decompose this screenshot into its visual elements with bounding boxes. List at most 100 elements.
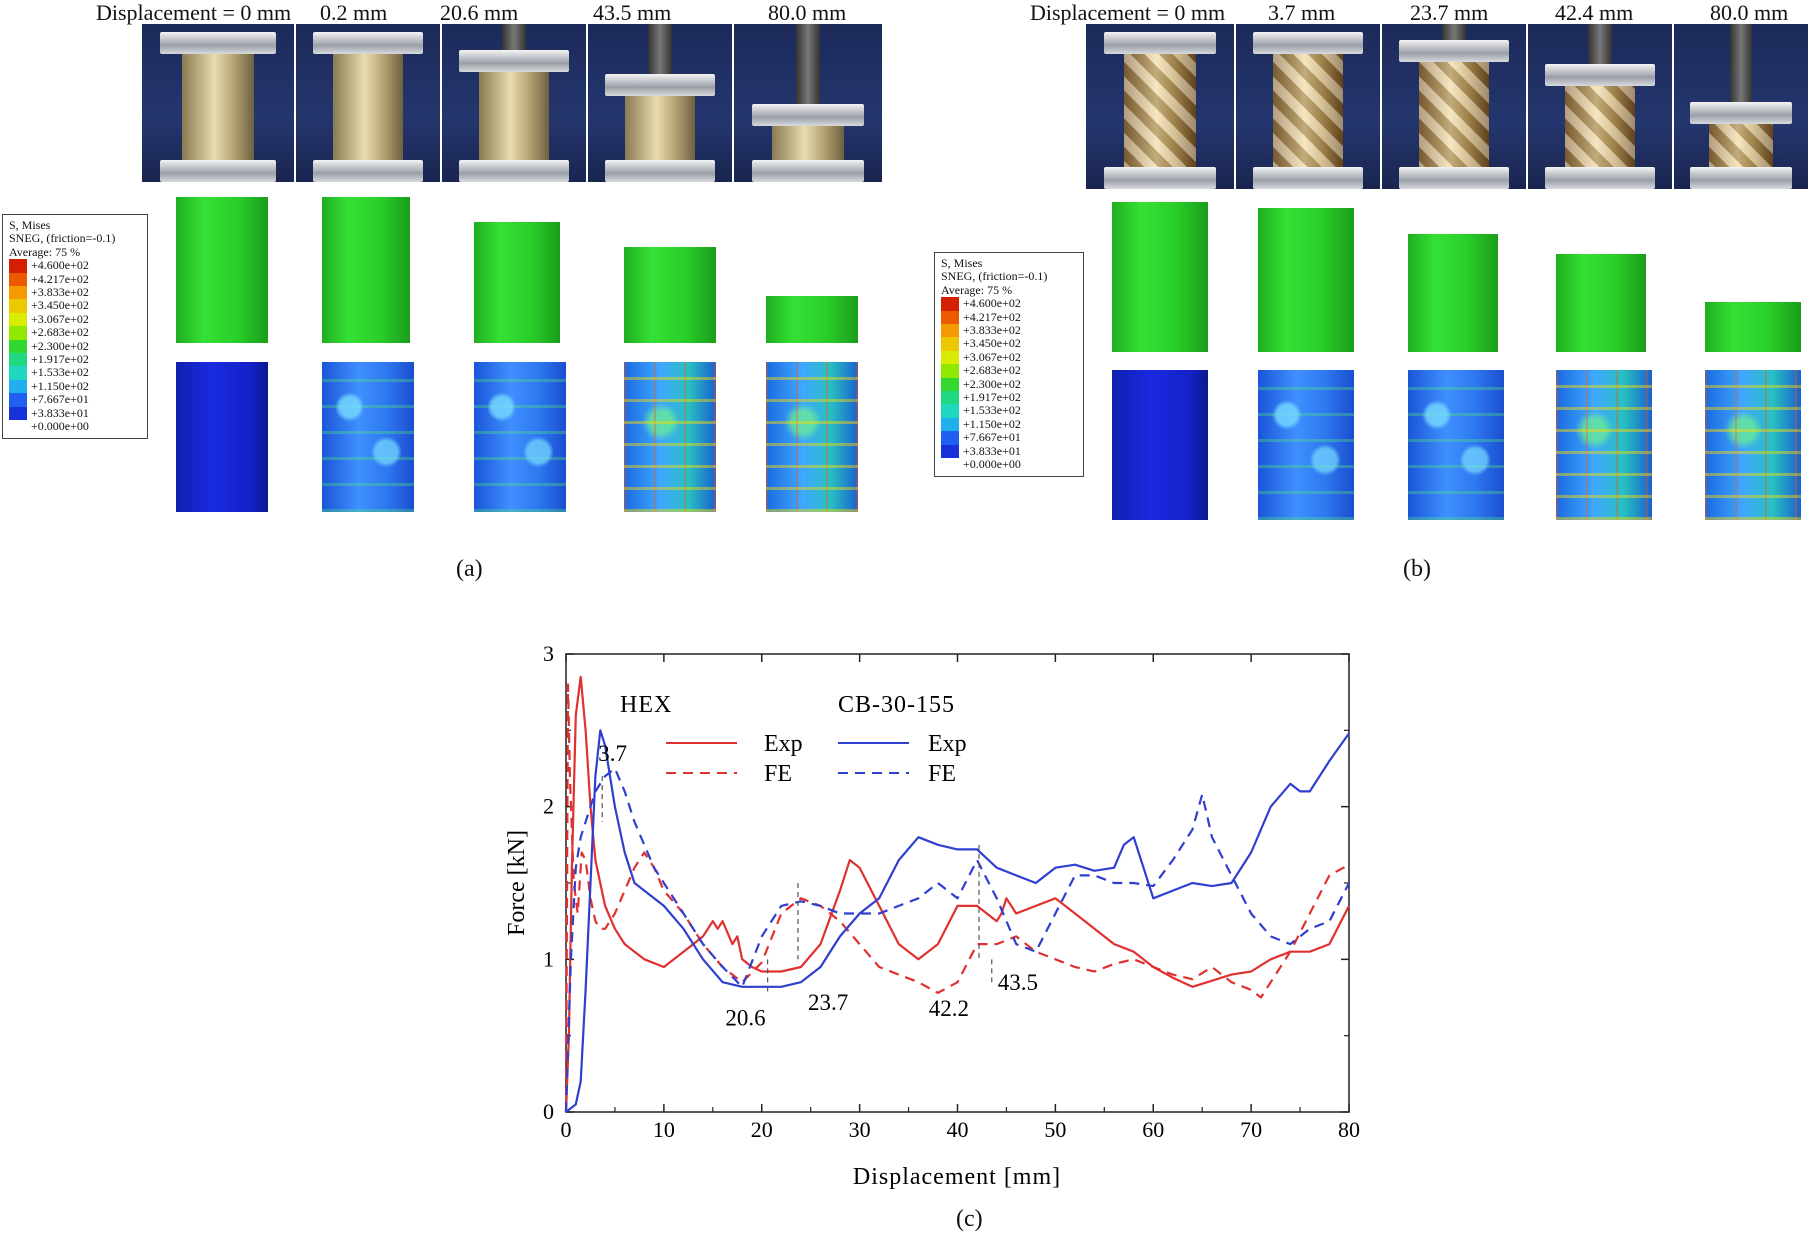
legend-rows: +4.600e+02 +4.217e+02 +3.833e+02 +3.450e+02… (941, 296, 1077, 472)
legend-level-row: +7.667e+01 (941, 430, 1077, 445)
legend-color-swatch (941, 417, 959, 432)
annotation-label: 23.7 (808, 990, 848, 1015)
legend-level-value: +4.217e+02 (31, 271, 89, 286)
legend-level-row: +4.600e+02 (9, 258, 141, 273)
legend-level-value: +1.533e+02 (31, 365, 89, 380)
legend-title-2: SNEG, (friction=-0.1) (941, 269, 1048, 284)
y-tick-label: 2 (543, 794, 554, 819)
legend-level-value: +3.833e+01 (31, 405, 89, 420)
legend-color-swatch (9, 406, 27, 421)
legend-level-row: +3.833e+02 (9, 285, 141, 300)
panel-a-photo-5 (734, 24, 884, 182)
legend-level-value: +1.917e+02 (31, 352, 89, 367)
panel-a-label-4: 80.0 mm (768, 0, 847, 25)
panel-a-photo-2 (296, 24, 442, 182)
panel-a-deformed-model-3 (474, 222, 560, 343)
legend-label-hex-exp: Exp (764, 731, 803, 757)
panel-a-deformed-model-4 (624, 247, 716, 343)
legend-color-swatch (9, 339, 27, 354)
panel-a-deformed-model-2 (322, 197, 410, 343)
legend-label-cb-fe: FE (928, 761, 956, 787)
x-tick-label: 0 (561, 1117, 572, 1142)
legend-color-swatch (9, 393, 27, 407)
legend-color-swatch (941, 350, 959, 365)
annotation-label: 42.2 (929, 996, 969, 1021)
panel-a-label-0: Displacement = 0 mm (96, 0, 292, 25)
y-tick-label: 3 (543, 641, 554, 666)
panel-b-deformed-model-4 (1556, 254, 1646, 352)
legend-level-value: +4.600e+02 (963, 296, 1021, 311)
x-tick-label: 40 (947, 1117, 969, 1142)
legend-level-row: +4.600e+02 (941, 296, 1077, 311)
panel-a-stress-model-3 (474, 362, 566, 512)
legend-level-value: +3.833e+02 (963, 323, 1021, 338)
panel-b-photo-3 (1382, 24, 1528, 189)
panel-a-stress-model-2 (322, 362, 414, 512)
legend-title-3: Average: 75 % (9, 244, 81, 259)
legend-level-value: +4.217e+02 (963, 309, 1021, 324)
legend-level-value: +3.450e+02 (963, 336, 1021, 351)
panel-b-deformed-model-2 (1258, 208, 1354, 352)
panel-b-contour-legend: S, Mises SNEG, (friction=-0.1) Average: … (934, 252, 1084, 477)
series-line-hex-exp (564, 675, 1350, 1113)
legend-color-swatch (9, 259, 27, 273)
legend-level-row: +3.450e+02 (941, 336, 1077, 351)
legend-level-row: +1.150e+02 (941, 417, 1077, 432)
series-group (564, 675, 1350, 1113)
legend-color-swatch (9, 299, 27, 313)
legend-level-row: +3.833e+01 (9, 405, 141, 421)
legend-title-1: S, Mises (9, 218, 51, 232)
legend-color-swatch (9, 272, 27, 287)
panel-a-label-1: 0.2 mm (320, 0, 388, 25)
legend-level-value: +2.683e+02 (31, 325, 89, 340)
x-tick-label: 30 (849, 1117, 871, 1142)
legend-level-row: +1.917e+02 (9, 352, 141, 367)
panel-b-deformed-model-5 (1705, 302, 1801, 352)
legend-level-value: +0.000e+00 (963, 457, 1021, 472)
panel-a-photo-3 (442, 24, 588, 182)
legend-level-value: +7.667e+01 (31, 392, 89, 407)
legend-color-swatch (941, 404, 959, 418)
panel-a-label-3: 43.5 mm (593, 0, 672, 25)
legend-level-row: +3.067e+02 (941, 350, 1077, 365)
series-line-hex-fe (564, 683, 1350, 1113)
legend-color-swatch (941, 444, 959, 459)
legend-title-3: Average: 75 % (941, 282, 1013, 297)
panel-b-deformed-model-3 (1408, 234, 1498, 352)
legend-color-swatch (941, 337, 959, 351)
series-line-cb-30-155-exp (565, 729, 1350, 1113)
x-axis-label: Displacement [mm] (853, 1164, 1061, 1190)
legend-label-hex-fe: FE (764, 761, 792, 787)
legend-level-value: +0.000e+00 (31, 419, 89, 434)
legend-level-value: +1.917e+02 (963, 390, 1021, 405)
panel-a-label-2: 20.6 mm (440, 0, 519, 25)
legend-level-value: +1.150e+02 (31, 378, 89, 393)
series-line-cb-30-155-fe (564, 767, 1350, 1113)
x-tick-label: 10 (653, 1117, 675, 1142)
panel-b-photo-4 (1528, 24, 1674, 189)
legend-color-swatch (9, 312, 27, 327)
legend-group-hex: HEX (620, 692, 672, 718)
panel-a-deformed-model-1 (176, 197, 268, 343)
legend-color-swatch (9, 366, 27, 380)
legend-level-value: +3.067e+02 (31, 311, 89, 326)
panel-c-caption: (c) (956, 1206, 983, 1232)
legend-level-row: +2.683e+02 (9, 325, 141, 340)
panel-b-stress-model-2 (1258, 370, 1354, 520)
legend-level-row: +4.217e+02 (9, 271, 141, 287)
panel-a-photo-1 (142, 24, 296, 182)
panel-b-stress-model-3 (1408, 370, 1504, 520)
legend-level-row: +3.833e+02 (941, 323, 1077, 338)
legend-level-value: +3.450e+02 (31, 298, 89, 313)
legend-label-cb-exp: Exp (928, 731, 967, 757)
panel-b-stress-model-1 (1112, 370, 1208, 520)
x-tick-label: 50 (1044, 1117, 1066, 1142)
legend-level-value: +4.600e+02 (31, 258, 89, 273)
panel-a-photo-4 (588, 24, 734, 182)
panel-b-label-2: 23.7 mm (1410, 0, 1489, 25)
x-tick-label: 70 (1240, 1117, 1262, 1142)
legend-level-row: +2.683e+02 (941, 363, 1077, 378)
panel-b-deformed-model-1 (1112, 202, 1208, 352)
panel-b-caption: (b) (1403, 556, 1431, 582)
